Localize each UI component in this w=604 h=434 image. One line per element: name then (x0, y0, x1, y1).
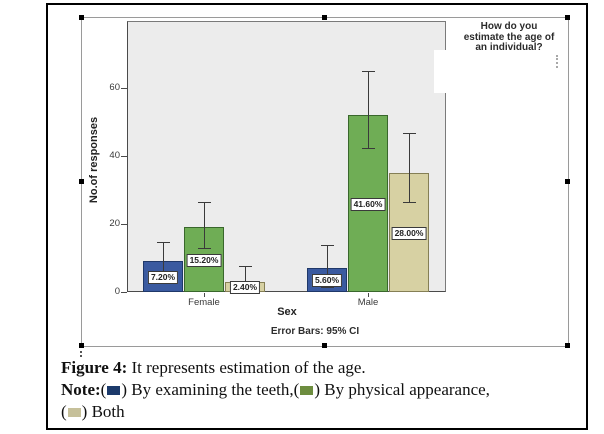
bar-value-label: 5.60% (311, 274, 343, 287)
legend-title: How do you estimate the age of an indivi… (449, 21, 569, 54)
x-tick-mark (368, 293, 369, 297)
y-tick-label: 20 (109, 218, 120, 229)
figure-caption-line-1: Figure 4: It represents estimation of th… (61, 358, 366, 378)
x-tick-mark (204, 293, 205, 297)
error-bar-line (245, 266, 246, 290)
y-tick-label: 40 (109, 150, 120, 161)
note-swatch (67, 408, 81, 417)
selection-handle-top-right[interactable] (565, 15, 570, 20)
y-tick-label: 60 (109, 82, 120, 93)
legend-remnant-artifact (556, 55, 558, 68)
cursor-artifact (80, 351, 82, 357)
note-swatch (300, 386, 314, 395)
error-bar-cap-bottom (320, 286, 334, 288)
figure-caption-label: Figure 4: (61, 358, 128, 377)
selection-handle-top-left[interactable] (79, 15, 84, 20)
y-tick-mark (121, 224, 127, 225)
selection-handle-bottom-right[interactable] (565, 343, 570, 348)
error-bar-line (368, 71, 369, 148)
bar-value-label: 2.40% (229, 281, 261, 294)
error-bars-footnote: Error Bars: 95% CI (270, 326, 360, 337)
error-bar-cap-top (361, 71, 375, 72)
image-selection-rectangle (81, 17, 569, 347)
selection-handle-bottom-left[interactable] (79, 343, 84, 348)
error-bar-cap-top (197, 201, 211, 203)
bar-value-label: 28.00% (391, 227, 427, 240)
y-tick-label: 0 (114, 286, 120, 297)
selection-handle-top-middle[interactable] (322, 15, 327, 20)
error-bar-cap-top (402, 132, 416, 134)
figure-caption-text: It represents estimation of the age. (127, 358, 366, 377)
error-bar-cap-bottom (197, 248, 211, 250)
x-category-label: Male (357, 297, 379, 308)
selection-handle-middle-left[interactable] (79, 179, 84, 184)
y-tick-mark (121, 156, 127, 157)
x-category-label: Female (188, 297, 220, 308)
error-bar-cap-bottom (361, 147, 375, 149)
bar-value-label: 7.20% (147, 271, 179, 284)
error-bar-cap-top (320, 245, 334, 247)
y-tick-mark (121, 292, 127, 293)
bar-value-label: 41.60% (350, 198, 386, 211)
legend-title-line: estimate the age of (463, 31, 555, 43)
note-swatch (107, 386, 121, 395)
error-bar-cap-top (156, 241, 170, 243)
error-bar-cap-bottom (402, 201, 416, 203)
legend-title-line: How do you (480, 21, 538, 32)
error-bar-line (409, 132, 410, 202)
bar-value-label: 15.20% (186, 254, 222, 267)
error-bar-cap-top (238, 266, 252, 268)
selection-handle-middle-right[interactable] (565, 179, 570, 184)
legend-title-line: an individual? (475, 42, 543, 53)
note-label: Note: (61, 380, 101, 399)
figure-caption-line-3: () Both (61, 402, 125, 421)
selection-handle-bottom-middle[interactable] (322, 343, 327, 348)
error-bar-line (204, 201, 205, 249)
error-bar-line (327, 245, 328, 287)
y-tick-mark (121, 88, 127, 89)
x-axis-title: Sex (277, 306, 297, 318)
legend-whiteout-box (434, 50, 532, 93)
figure-caption-line-2: Note:() By examining the teeth,() By phy… (61, 380, 490, 399)
error-bar-line (163, 241, 164, 281)
